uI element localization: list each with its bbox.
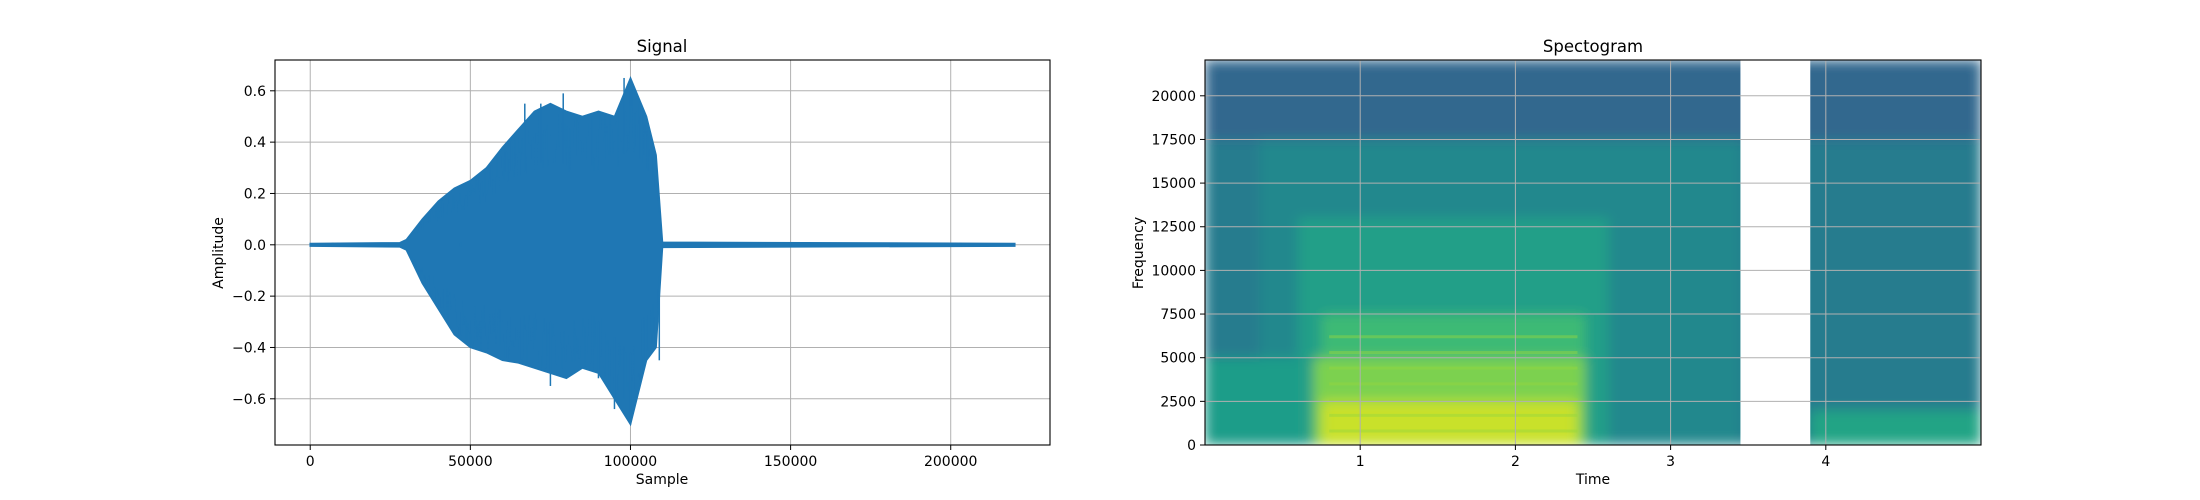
spectrogram-x-label: Time (1575, 472, 1610, 488)
spectrogram-y-ticks: 0 2500 5000 7500 10000 12500 15000 17500 20000 (1151, 89, 1205, 454)
spectrogram-y-tick-label: 2500 (1160, 394, 1196, 410)
spectrogram-y-tick-label: 5000 (1160, 351, 1196, 367)
spectrogram-x-ticks: 1 2 3 4 (1356, 445, 1830, 470)
signal-x-tick-label: 150000 (764, 454, 817, 470)
spectrogram-panel: Spectogram 1 2 3 4 0 2500 5000 7500 10000 12500 1… (1131, 37, 1982, 488)
signal-x-ticks: 0 50000 100000 150000 200000 (306, 445, 977, 470)
signal-axes-frame (274, 59, 1051, 446)
spectrogram-y-label: Frequency (1131, 217, 1147, 289)
spectrogram-y-tick-label: 17500 (1151, 132, 1196, 148)
spectrogram-image (1205, 60, 1981, 445)
spectrogram-x-tick-label: 1 (1356, 454, 1365, 470)
signal-waveform-lines (399, 88, 663, 420)
signal-y-tick-label: −0.4 (232, 340, 266, 356)
signal-y-tick-label: −0.6 (232, 392, 266, 408)
spectrogram-axes-frame (1204, 59, 1982, 446)
signal-x-tick-label: 0 (306, 454, 315, 470)
spectrogram-y-tick-label: 20000 (1151, 89, 1196, 105)
spectrogram-y-tick-label: 12500 (1151, 220, 1196, 236)
signal-x-tick-label: 50000 (448, 454, 493, 470)
spectrogram-title: Spectogram (1543, 37, 1643, 56)
signal-y-tick-label: −0.2 (232, 289, 266, 305)
signal-x-tick-label: 100000 (604, 454, 657, 470)
signal-y-label: Amplitude (211, 217, 227, 289)
spectrogram-y-tick-label: 7500 (1160, 307, 1196, 323)
spectrogram-x-tick-label: 2 (1511, 454, 1520, 470)
spectrogram-y-tick-label: 15000 (1151, 176, 1196, 192)
spectrogram-x-tick-label: 3 (1666, 454, 1675, 470)
signal-waveform (309, 76, 1016, 427)
spectrogram-energy-region (1205, 60, 1981, 140)
signal-x-tick-label: 200000 (924, 454, 977, 470)
signal-x-label: Sample (636, 472, 689, 488)
spectrogram-y-tick-label: 0 (1187, 438, 1196, 454)
signal-y-tick-label: 0.0 (244, 238, 266, 254)
signal-y-tick-label: 0.2 (244, 186, 266, 202)
spectrogram-y-tick-label: 10000 (1151, 263, 1196, 279)
spectrogram-energy-region (1321, 401, 1578, 445)
signal-panel: Signal 0 50000 100000 150000 200000 −0.6 −0.4… (211, 37, 1051, 488)
signal-title: Signal (637, 37, 688, 56)
spectrogram-grid (1205, 60, 1981, 446)
spectrogram-x-tick-label: 4 (1821, 454, 1830, 470)
signal-y-tick-label: 0.4 (244, 135, 266, 151)
signal-y-tick-label: 0.6 (244, 84, 266, 100)
spectrogram-energy-region (1810, 410, 1981, 445)
spectrogram-gap (1740, 60, 1811, 445)
signal-y-ticks: −0.6 −0.4 −0.2 0.0 0.2 0.4 0.6 (232, 84, 275, 408)
signal-envelope (309, 76, 1016, 427)
